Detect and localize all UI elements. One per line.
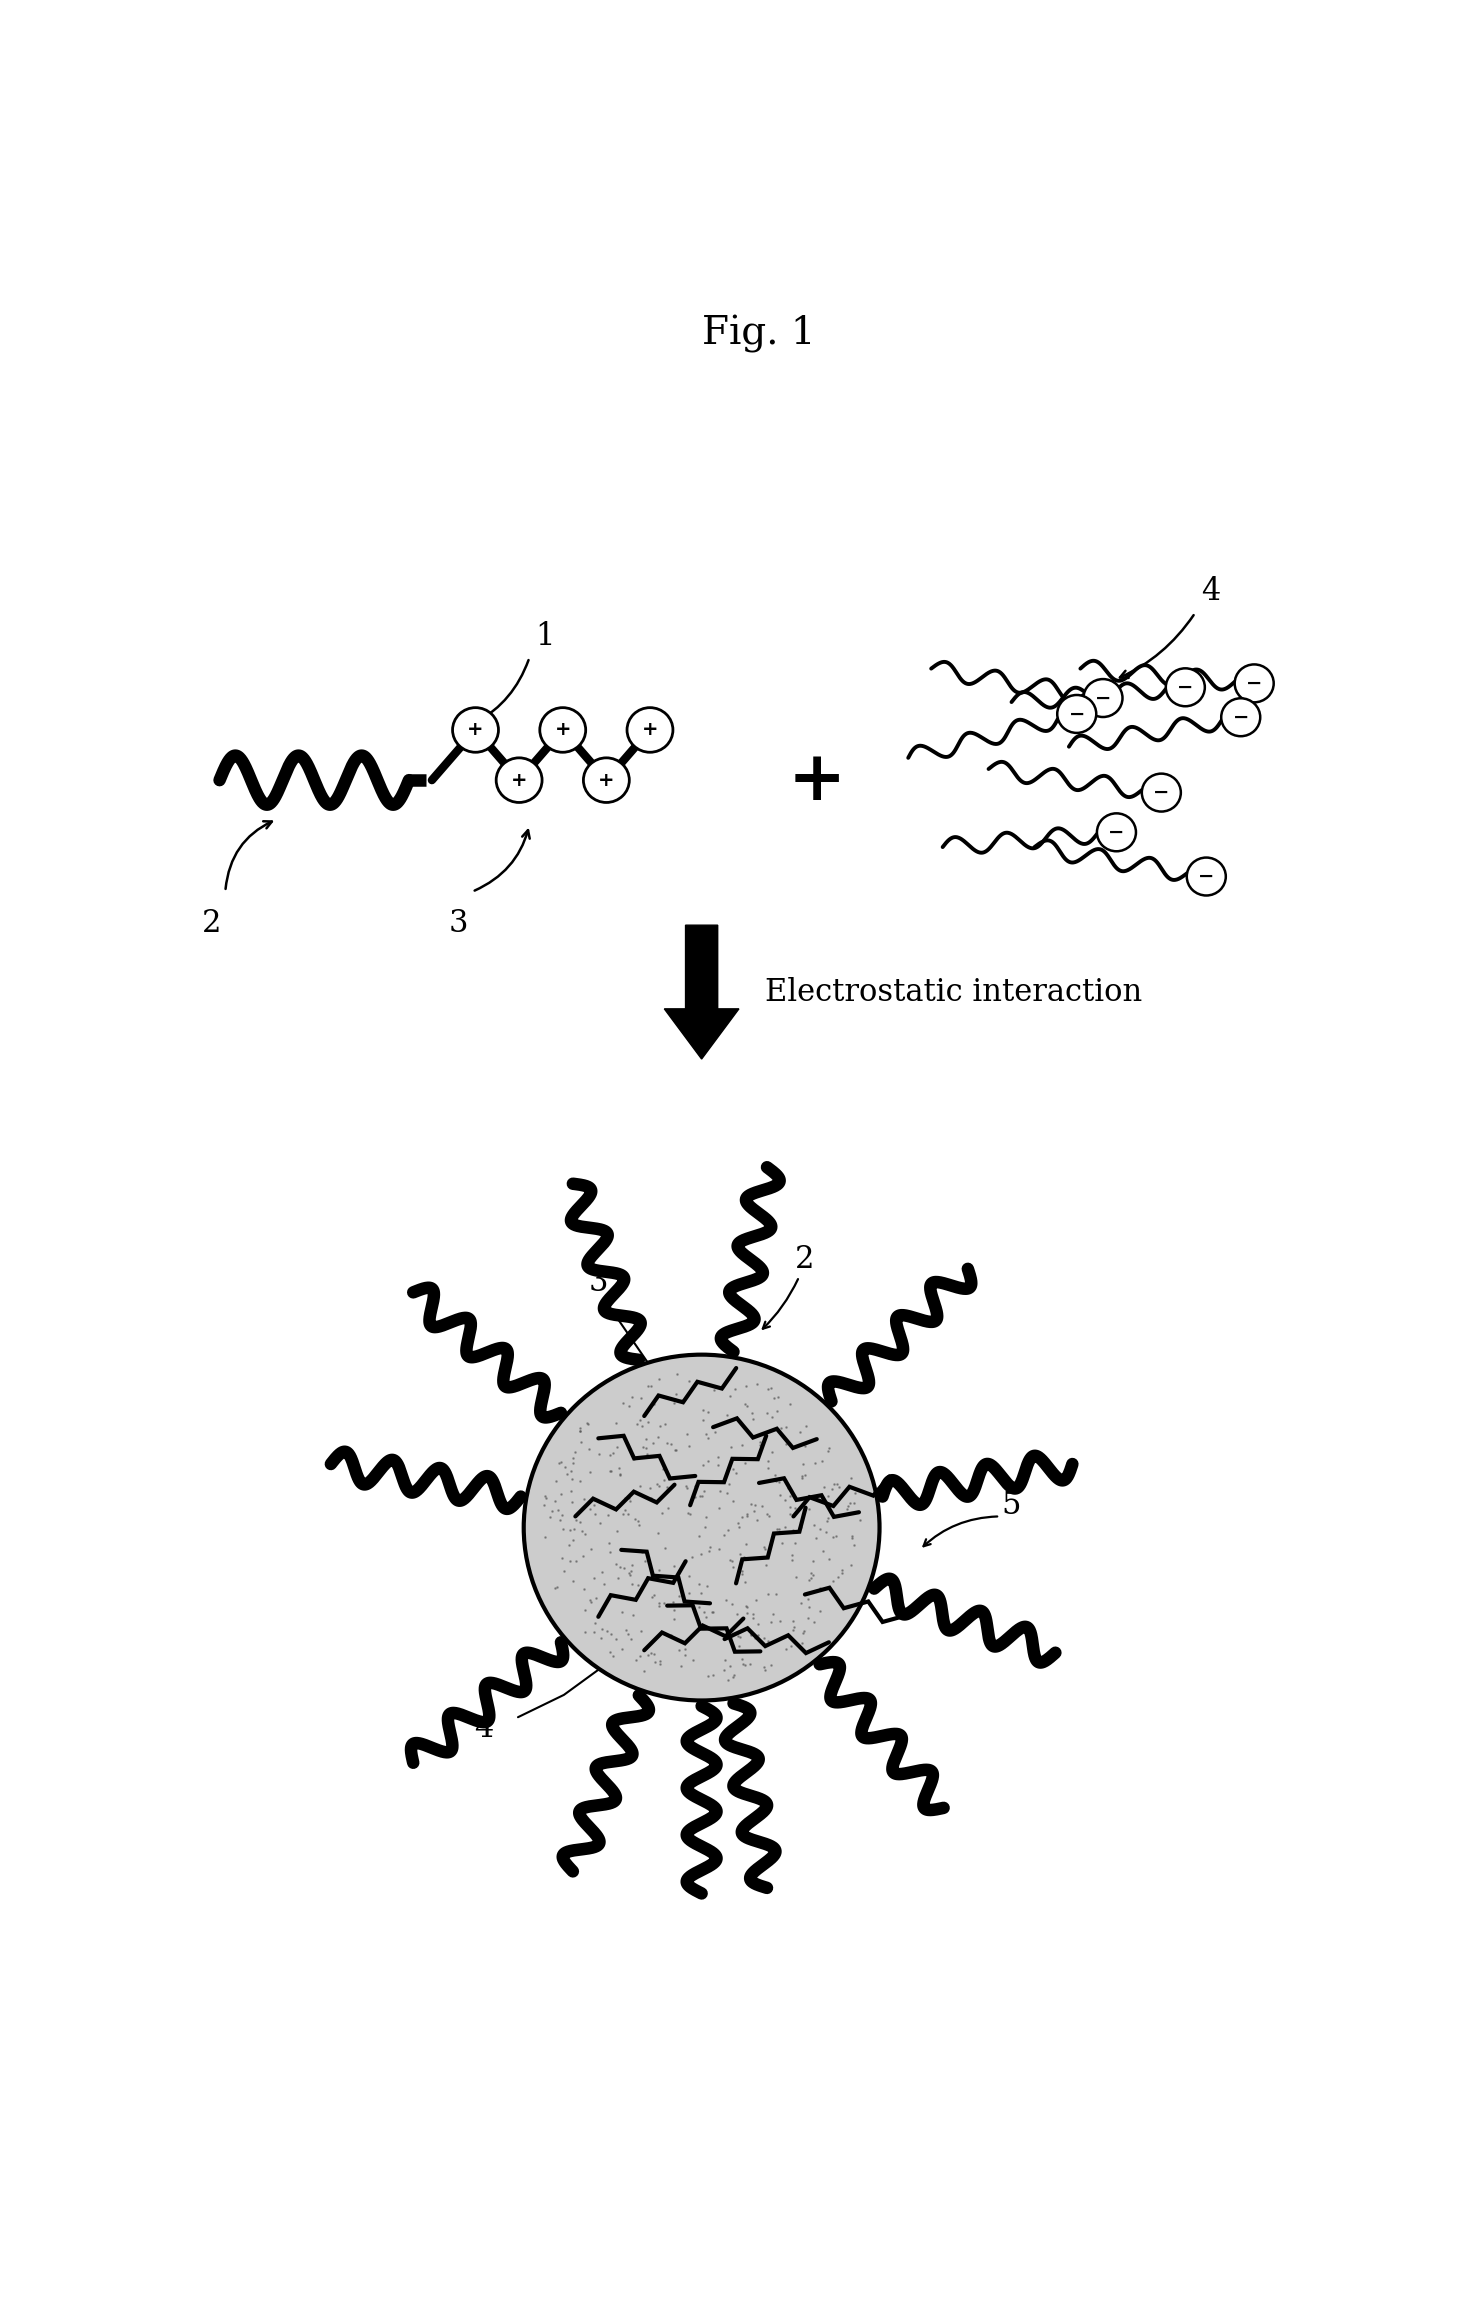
Circle shape xyxy=(626,707,672,753)
Text: −: − xyxy=(1198,867,1214,885)
Circle shape xyxy=(1057,695,1096,732)
Text: −: − xyxy=(1154,783,1170,802)
Circle shape xyxy=(1084,679,1123,716)
Text: +: + xyxy=(788,746,846,814)
Text: 2: 2 xyxy=(795,1245,815,1275)
Circle shape xyxy=(1166,668,1206,707)
Circle shape xyxy=(584,758,629,802)
Circle shape xyxy=(453,707,499,753)
Circle shape xyxy=(1222,698,1260,737)
Text: −: − xyxy=(1094,688,1111,707)
Circle shape xyxy=(539,707,585,753)
FancyArrow shape xyxy=(665,925,739,1059)
Circle shape xyxy=(1186,858,1226,895)
Text: 3: 3 xyxy=(449,909,468,939)
Text: −: − xyxy=(1177,677,1194,698)
Text: 4: 4 xyxy=(474,1713,493,1743)
Text: 5: 5 xyxy=(1001,1490,1022,1521)
Text: 2: 2 xyxy=(203,909,222,939)
Text: +: + xyxy=(511,770,527,790)
Text: Electrostatic interaction: Electrostatic interaction xyxy=(764,976,1142,1008)
Circle shape xyxy=(524,1354,880,1701)
Text: 3: 3 xyxy=(588,1266,609,1298)
Text: +: + xyxy=(598,770,615,790)
Circle shape xyxy=(496,758,542,802)
Circle shape xyxy=(1235,665,1274,702)
Text: −: − xyxy=(1232,707,1248,728)
Text: +: + xyxy=(468,721,484,739)
Circle shape xyxy=(1097,814,1136,851)
Text: −: − xyxy=(1246,675,1262,693)
Text: −: − xyxy=(1069,705,1086,723)
Text: Fig. 1: Fig. 1 xyxy=(702,315,816,352)
Circle shape xyxy=(1142,774,1180,811)
Text: 1: 1 xyxy=(535,621,555,651)
Text: 4: 4 xyxy=(1201,577,1220,607)
Text: +: + xyxy=(641,721,658,739)
Text: −: − xyxy=(1108,823,1124,841)
Text: +: + xyxy=(554,721,572,739)
